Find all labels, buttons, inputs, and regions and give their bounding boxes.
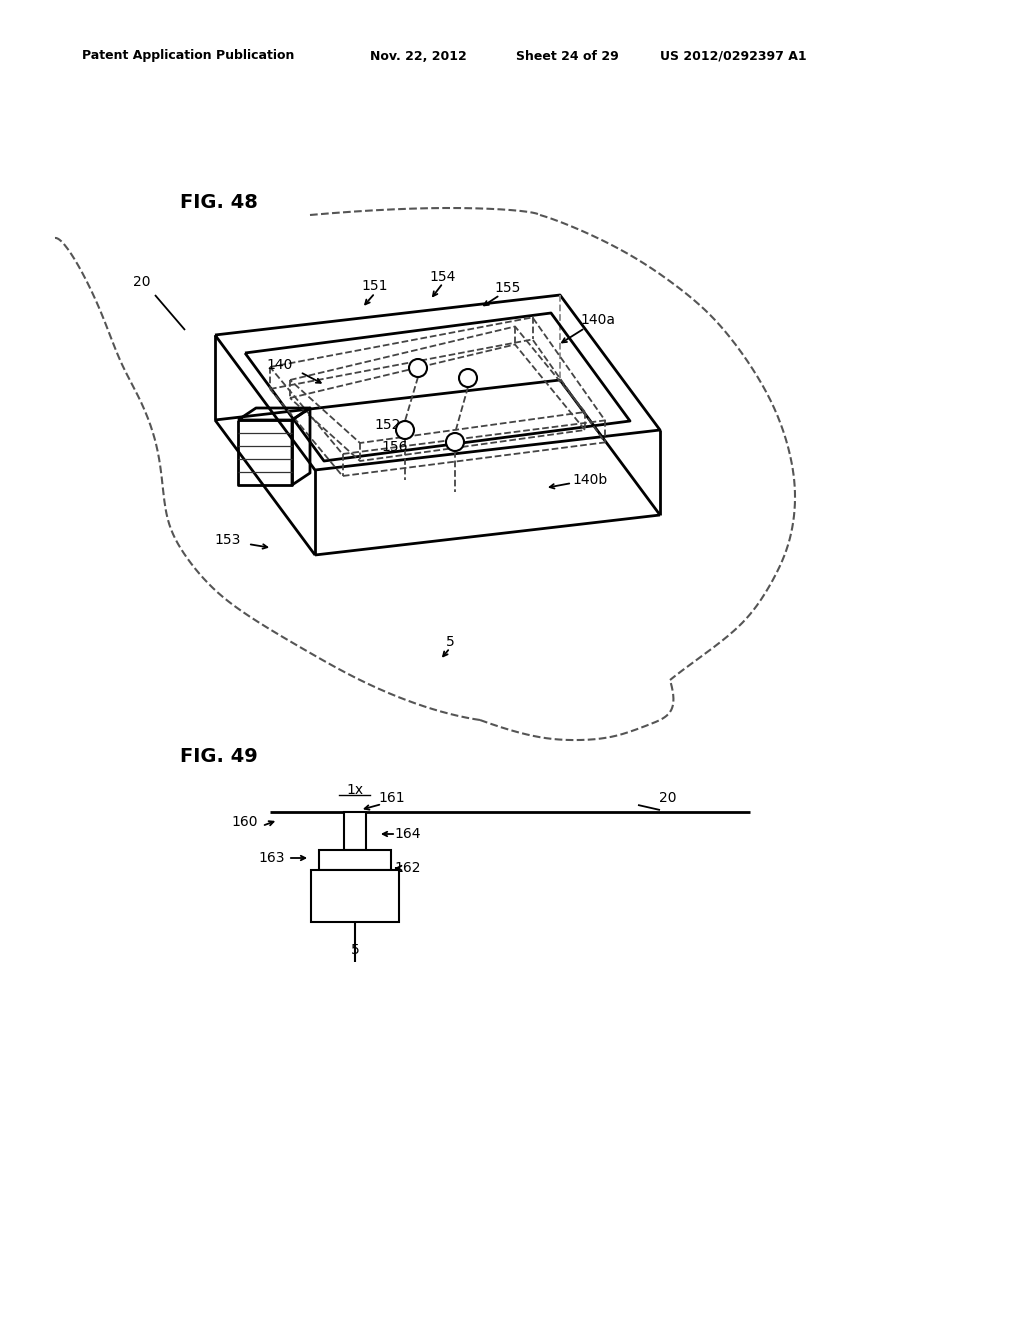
Text: 5: 5 <box>350 942 359 957</box>
Text: 151: 151 <box>361 279 388 293</box>
Text: FIG. 48: FIG. 48 <box>180 193 258 211</box>
Text: 155: 155 <box>495 281 521 294</box>
Circle shape <box>446 433 464 451</box>
Text: 161: 161 <box>379 791 406 805</box>
Text: Patent Application Publication: Patent Application Publication <box>82 49 294 62</box>
Text: 154: 154 <box>430 271 456 284</box>
Bar <box>319 850 391 870</box>
Text: 140a: 140a <box>581 313 615 327</box>
Text: 153: 153 <box>215 533 242 546</box>
Text: 20: 20 <box>133 275 151 289</box>
Text: FIG. 49: FIG. 49 <box>180 747 258 766</box>
Circle shape <box>459 370 477 387</box>
Text: 140: 140 <box>267 358 293 372</box>
Text: 156: 156 <box>382 440 409 454</box>
Bar <box>311 870 399 921</box>
Text: 1x: 1x <box>346 783 364 797</box>
Text: US 2012/0292397 A1: US 2012/0292397 A1 <box>660 49 807 62</box>
Text: 160: 160 <box>231 814 258 829</box>
Circle shape <box>409 359 427 378</box>
Circle shape <box>396 421 414 440</box>
Text: 5: 5 <box>445 635 455 649</box>
Text: 162: 162 <box>394 861 421 875</box>
Text: 140b: 140b <box>572 473 607 487</box>
Text: 20: 20 <box>659 791 677 805</box>
Text: Nov. 22, 2012: Nov. 22, 2012 <box>370 49 467 62</box>
Text: 152: 152 <box>375 418 401 432</box>
Text: Sheet 24 of 29: Sheet 24 of 29 <box>516 49 618 62</box>
Text: 164: 164 <box>394 828 421 841</box>
Bar <box>344 812 366 850</box>
Text: 163: 163 <box>259 851 286 865</box>
